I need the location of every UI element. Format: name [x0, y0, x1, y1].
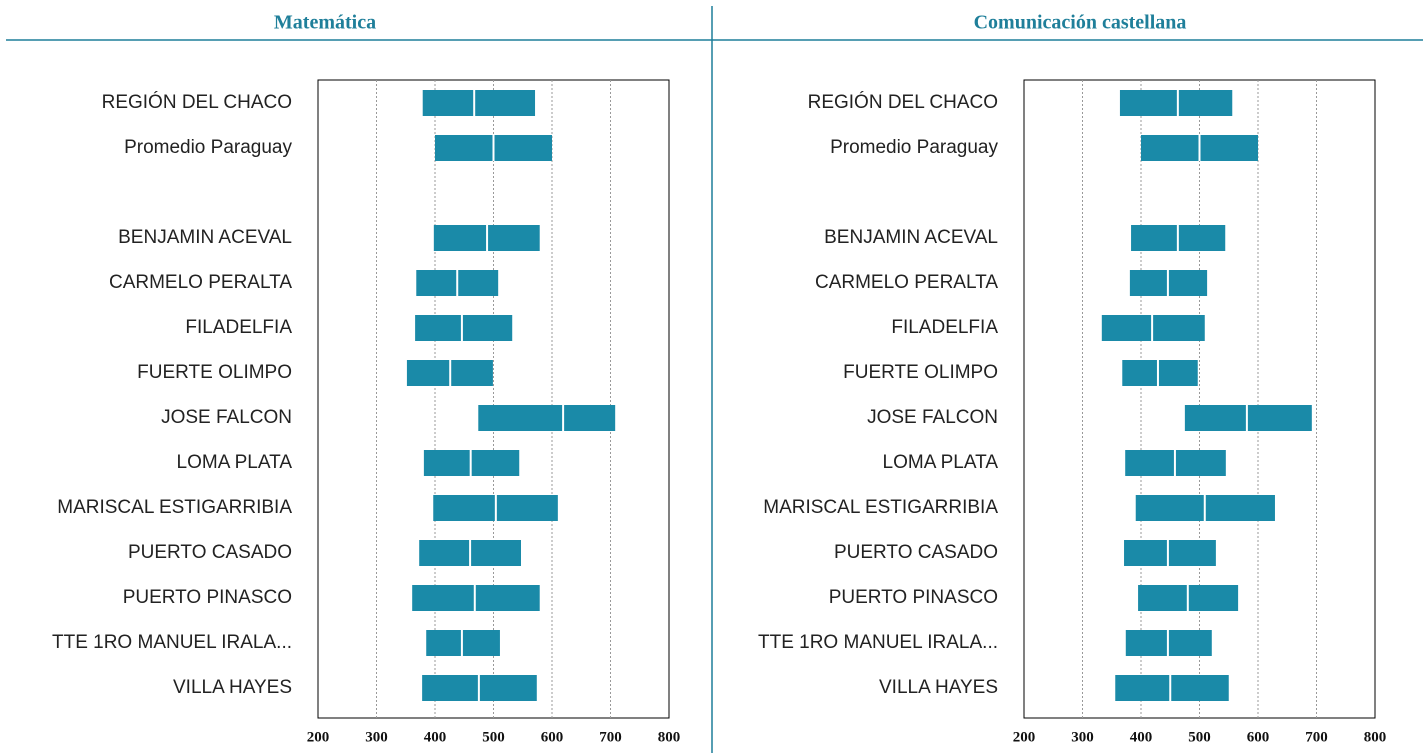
category-label: PUERTO PINASCO	[829, 587, 998, 608]
range-bar	[426, 630, 500, 656]
plot-frame	[317, 79, 670, 719]
category-label: CARMELO PERALTA	[109, 272, 292, 293]
x-tick-label: 700	[599, 729, 622, 745]
category-label: MARISCAL ESTIGARRIBIA	[57, 497, 292, 518]
x-tick-label: 400	[424, 729, 447, 745]
category-label: BENJAMIN ACEVAL	[824, 227, 998, 248]
category-label: TTE 1RO MANUEL IRALA...	[52, 632, 292, 653]
x-tick-label: 500	[482, 729, 505, 745]
range-bar	[1119, 90, 1233, 116]
category-label: FUERTE OLIMPO	[843, 362, 998, 383]
x-tick-label: 700	[1305, 729, 1328, 745]
x-tick-label: 300	[1071, 729, 1094, 745]
category-label: TTE 1RO MANUEL IRALA...	[758, 632, 998, 653]
category-label: JOSE FALCON	[161, 407, 292, 428]
x-tick-label: 500	[1188, 729, 1211, 745]
plot-frame	[1023, 79, 1376, 719]
range-bar	[422, 90, 536, 116]
category-label: Promedio Paraguay	[124, 137, 292, 158]
range-bar	[1184, 405, 1312, 431]
x-tick-label: 200	[1013, 729, 1036, 745]
category-label: REGIÓN DEL CHACO	[102, 91, 292, 113]
range-bar	[1115, 675, 1229, 701]
x-tick-label: 800	[658, 729, 681, 745]
range-bar	[1124, 540, 1216, 566]
category-label: MARISCAL ESTIGARRIBIA	[763, 497, 998, 518]
x-tick-label: 600	[541, 729, 564, 745]
category-label: VILLA HAYES	[173, 677, 292, 698]
x-tick-label: 600	[1247, 729, 1270, 745]
range-bar	[1122, 360, 1198, 386]
category-label: LOMA PLATA	[883, 452, 999, 473]
range-bar	[478, 405, 616, 431]
panel-title: Comunicación castellana	[974, 12, 1187, 34]
category-label: BENJAMIN ACEVAL	[118, 227, 292, 248]
category-label: PUERTO CASADO	[834, 542, 998, 563]
x-tick-label: 400	[1130, 729, 1153, 745]
category-label: PUERTO CASADO	[128, 542, 292, 563]
category-label: Promedio Paraguay	[830, 137, 998, 158]
x-tick-label: 300	[365, 729, 388, 745]
category-label: VILLA HAYES	[879, 677, 998, 698]
range-bar	[415, 315, 513, 341]
category-label: FILADELFIA	[185, 317, 292, 338]
x-tick-label: 800	[1364, 729, 1387, 745]
category-label: REGIÓN DEL CHACO	[808, 91, 998, 113]
category-label: CARMELO PERALTA	[815, 272, 998, 293]
category-label: JOSE FALCON	[867, 407, 998, 428]
x-tick-label: 200	[307, 729, 330, 745]
range-bar	[412, 585, 540, 611]
category-label: PUERTO PINASCO	[123, 587, 292, 608]
category-label: LOMA PLATA	[177, 452, 293, 473]
category-label: FUERTE OLIMPO	[137, 362, 292, 383]
panel-title: Matemática	[274, 12, 376, 34]
category-label: FILADELFIA	[891, 317, 998, 338]
range-bar	[1101, 315, 1205, 341]
